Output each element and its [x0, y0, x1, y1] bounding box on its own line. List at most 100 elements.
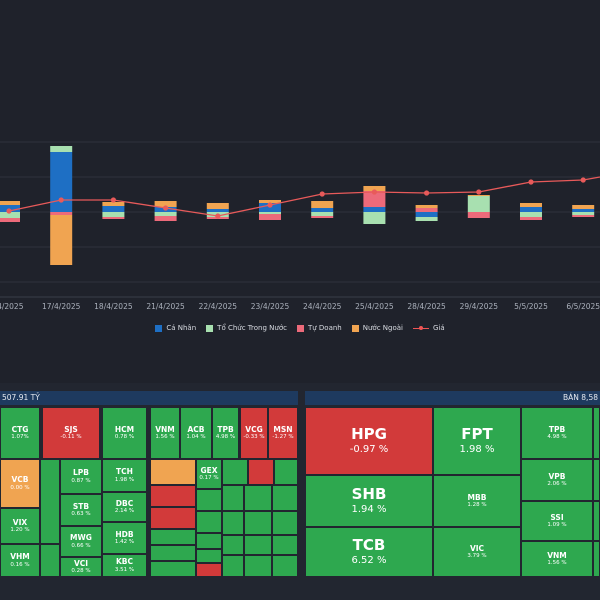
treemap-cell-kbc[interactable]: KBC 3.51 %	[102, 554, 147, 577]
treemap-cell-vnm[interactable]: VNM 1.56 %	[521, 541, 593, 577]
treemap-cell-ctg[interactable]: CTG 1.07%	[0, 407, 40, 459]
change-label: 0.87 %	[71, 477, 91, 484]
treemap-cell-vnm[interactable]: VNM 1.56 %	[150, 407, 180, 459]
change-label: 1.98 %	[114, 476, 135, 483]
treemap-cell-small[interactable]	[150, 507, 196, 529]
treemap-cell-hdb[interactable]: HDB 1.42 %	[102, 522, 147, 554]
ticker-label: TPB	[217, 424, 234, 434]
treemap-cell-small[interactable]	[222, 459, 248, 485]
treemap-cell-small[interactable]	[272, 511, 298, 535]
treemap-cell-acb[interactable]: ACB 1.04 %	[180, 407, 212, 459]
treemap-cell-gex[interactable]: GEX 0.17 %	[196, 459, 222, 489]
treemap-cell-msn[interactable]: MSN -1.27 %	[268, 407, 298, 459]
change-label: 1.07%	[11, 434, 29, 441]
sell-treemap-panel: BÁN 8,58 HPG -0.97 % FPT 1.98 % TPB 4.98 % VPB…	[305, 391, 600, 577]
bar-segment	[467, 195, 490, 196]
treemap-cell-small[interactable]	[222, 535, 244, 555]
treemap-cell-small[interactable]	[40, 459, 60, 544]
treemap-cell-small[interactable]	[222, 555, 244, 577]
treemap-cell-small[interactable]	[40, 544, 60, 577]
treemap-cell-ssi[interactable]: SSI 1.09 %	[521, 501, 593, 541]
legend-label: Cá Nhân	[166, 324, 197, 332]
x-tick-label: 29/4/2025	[460, 302, 499, 311]
buy-treemap: CTG 1.07% SJS -0.11 % HCM 0.78 % VNM 1.56 % ACB 1…	[0, 407, 298, 577]
x-tick-label: 25/4/2025	[355, 302, 394, 311]
change-label: 1.56 %	[547, 560, 567, 567]
bar-segment	[50, 146, 73, 152]
treemap-cell-small[interactable]	[150, 529, 196, 545]
ticker-label: SJS	[64, 424, 78, 434]
treemap-cell-small[interactable]	[150, 561, 196, 577]
treemap-cell-stb[interactable]: STB 0.63 %	[60, 494, 102, 526]
legend-item-ca-nhan[interactable]: Cá Nhân	[155, 324, 196, 332]
bar-segment	[50, 152, 73, 212]
treemap-cell-mbb[interactable]: MBB 1.28 %	[433, 475, 521, 527]
bar-segment	[102, 206, 125, 212]
treemap-cell-small[interactable]	[196, 563, 222, 577]
treemap-cell-vhm[interactable]: VHM 0.16 %	[0, 544, 40, 577]
price-line-icon	[412, 325, 429, 332]
treemap-cell-hpg[interactable]: HPG -0.97 %	[305, 407, 433, 475]
treemap-cell-small[interactable]	[150, 485, 196, 507]
treemap-cell-small[interactable]	[272, 485, 298, 511]
treemap-cell-lpb[interactable]: LPB 0.87 %	[60, 459, 102, 494]
change-label: 0.63 %	[71, 511, 91, 518]
legend-item-gia[interactable]: Giá	[412, 324, 445, 332]
change-label: 1.94 %	[351, 504, 387, 516]
treemap-cell-vic[interactable]: VIC 3.79 %	[433, 527, 521, 577]
bar-segment	[50, 212, 73, 215]
treemap-cell-tpb[interactable]: TPB 4.98 %	[521, 407, 593, 459]
treemap-cell-small[interactable]	[196, 549, 222, 563]
chart-legend: Cá Nhân Tổ Chức Trong Nước Tự Doanh Nước…	[0, 318, 600, 338]
treemap-cell-small[interactable]	[244, 535, 272, 555]
treemap-cell-fpt[interactable]: FPT 1.98 %	[433, 407, 521, 475]
legend-item-tu-doanh[interactable]: Tự Doanh	[296, 324, 342, 332]
legend-item-to-chuc[interactable]: Tổ Chức Trong Nước	[206, 324, 287, 332]
treemap-cell-small[interactable]	[244, 555, 272, 577]
treemap-cell-small[interactable]	[274, 459, 298, 485]
treemap-cell-vcb[interactable]: VCB 0.00 %	[0, 459, 40, 508]
treemap-cell-small[interactable]	[244, 485, 272, 511]
treemap-cell-small[interactable]	[272, 555, 298, 577]
treemap-cell-dbc[interactable]: DBC 2.14 %	[102, 492, 147, 522]
treemap-cell-hcm[interactable]: HCM 0.78 %	[102, 407, 147, 459]
legend-label: Tổ Chức Trong Nước	[217, 324, 287, 332]
legend-label: Giá	[432, 324, 445, 332]
treemap-cell-vix[interactable]: VIX 1.20 %	[0, 508, 40, 544]
change-label: -0.33 %	[243, 434, 265, 441]
treemap-cell-shb[interactable]: SHB 1.94 %	[305, 475, 433, 527]
legend-item-nuoc-ngoai[interactable]: Nước Ngoài	[351, 324, 403, 332]
treemap-cell-small[interactable]	[272, 535, 298, 555]
legend-swatch	[296, 324, 304, 332]
treemap-cell-small[interactable]	[150, 545, 196, 561]
ticker-label: MSN	[273, 424, 293, 434]
treemap-cell-tcb[interactable]: TCB 6.52 %	[305, 527, 433, 577]
change-label: -0.97 %	[349, 444, 389, 456]
bar-segment	[572, 215, 595, 217]
treemap-cell-sjs[interactable]: SJS -0.11 %	[42, 407, 100, 459]
treemap-cell-vpb[interactable]: VPB 2.06 %	[521, 459, 593, 501]
treemap-cell-mwg[interactable]: MWG 0.66 %	[60, 526, 102, 557]
treemap-cell-vcg[interactable]: VCG -0.33 %	[240, 407, 268, 459]
treemap-cell-vci[interactable]: VCI 0.28 %	[60, 557, 102, 577]
bar-segment	[102, 217, 125, 219]
ticker-label: HPG	[351, 425, 387, 444]
treemap-cell-small[interactable]	[593, 407, 600, 459]
treemap-cell-small[interactable]	[593, 501, 600, 541]
treemap-cell-small[interactable]	[150, 459, 196, 485]
treemap-cell-small[interactable]	[196, 489, 222, 511]
treemap-cell-small[interactable]	[244, 511, 272, 535]
treemap-cell-small[interactable]	[593, 541, 600, 577]
treemap-cell-tch[interactable]: TCH 1.98 %	[102, 459, 147, 492]
treemap-cell-tpb[interactable]: TPB 4.98 %	[212, 407, 239, 459]
treemap-cell-small[interactable]	[222, 485, 244, 511]
treemap-cell-small[interactable]	[196, 511, 222, 533]
x-tick-label: 18/4/2025	[94, 302, 133, 311]
treemap-cell-small[interactable]	[222, 511, 244, 535]
treemap-cell-small[interactable]	[248, 459, 274, 485]
bar-segment	[50, 215, 73, 265]
treemap-cell-small[interactable]	[593, 459, 600, 501]
treemap-cell-small[interactable]	[196, 533, 222, 549]
price-point	[163, 205, 169, 211]
bar-segment	[206, 209, 229, 212]
